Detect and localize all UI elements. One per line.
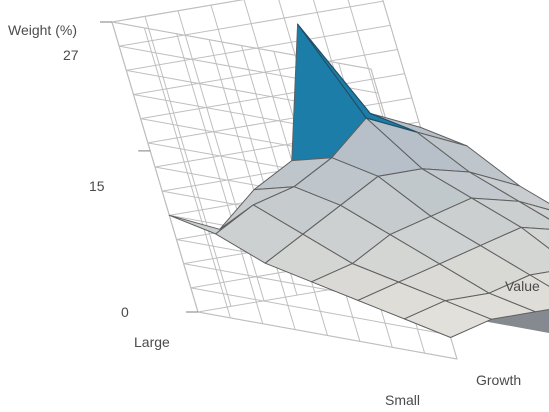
size-axis-label-small: Small [385,392,420,408]
back-horizontal-gridline [133,49,398,95]
style-axis-label-value: Value [505,278,540,294]
back-horizontal-gridline [147,97,412,144]
z-tick-0: 0 [121,304,129,320]
y-axis-title: Weight (%) [8,22,77,38]
side-horizontal-gridline [190,287,450,336]
back-horizontal-gridline [119,0,384,47]
back-horizontal-gridline [126,24,391,71]
axis-labels: Weight (%) 27 15 0 Large Small Value Gro… [8,22,540,408]
surface-peak [297,23,418,133]
style-axis-label-growth: Growth [476,372,521,388]
z-tick-15: 15 [89,178,105,194]
surface-cell [529,271,549,287]
surface-cell [403,300,492,338]
size-axis-label-large: Large [134,334,170,350]
side-horizontal-gridline [197,311,458,360]
surface-mesh [168,23,549,338]
z-tick-27: 27 [63,47,79,63]
back-horizontal-gridline [140,73,405,120]
back-horizontal-gridline [111,0,245,23]
